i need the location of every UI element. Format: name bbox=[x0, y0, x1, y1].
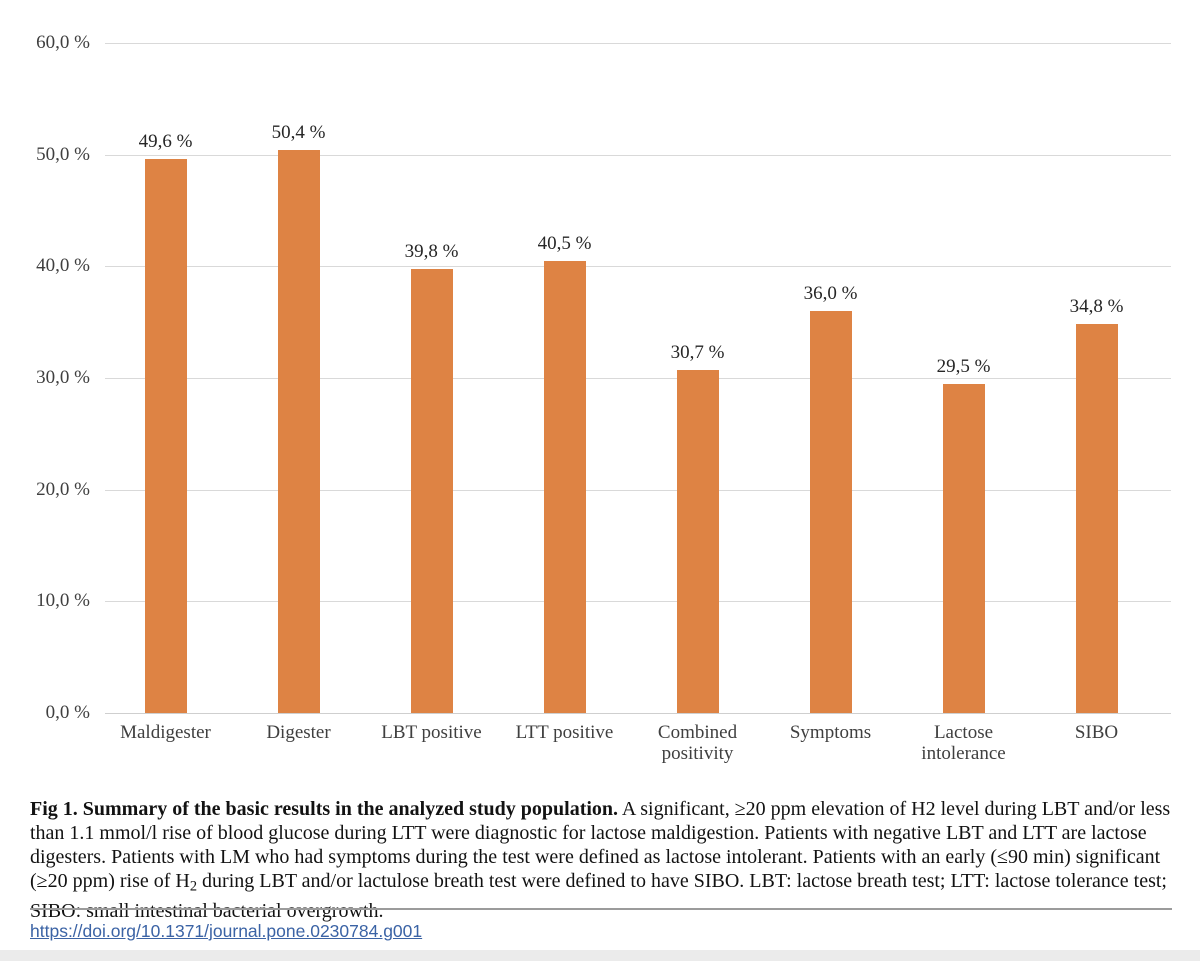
doi-link[interactable]: https://doi.org/10.1371/journal.pone.023… bbox=[30, 921, 423, 941]
y-axis-tick-label: 10,0 % bbox=[36, 590, 90, 612]
gridline bbox=[105, 154, 1171, 156]
bar-value-label: 36,0 % bbox=[803, 283, 858, 304]
y-axis-tick-label: 0,0 % bbox=[45, 702, 90, 723]
caption-divider bbox=[30, 908, 1172, 910]
x-axis-category-label: LBT positive bbox=[381, 722, 482, 743]
x-axis-category-label: Lactose intolerance bbox=[921, 722, 1006, 764]
bar-value-label: 50,4 % bbox=[271, 122, 326, 144]
y-axis-tick-label: 30,0 % bbox=[36, 367, 90, 388]
y-axis-tick-label: 20,0 % bbox=[36, 478, 90, 500]
bar bbox=[277, 150, 320, 713]
caption-body-2: during LBT and/or lactulose breath test … bbox=[30, 870, 1167, 922]
bar-value-label: 49,6 % bbox=[138, 131, 193, 153]
bar-chart: 0,0 % 10,0 % 20,0 % 30,0 % 40,0 % 50,0 % 60,0 … bbox=[36, 32, 1171, 764]
gridline bbox=[105, 713, 1171, 714]
bar bbox=[809, 311, 852, 713]
y-axis-tick-label: 60,0 % bbox=[36, 32, 90, 53]
bar bbox=[410, 268, 453, 713]
x-axis-category-label: Digester bbox=[266, 722, 331, 743]
caption-fig-label: Fig 1. Summary of the basic results in t… bbox=[30, 798, 619, 820]
x-axis-category-label: Combined positivity bbox=[657, 722, 738, 764]
figure-caption: Fig 1. Summary of the basic results in t… bbox=[30, 797, 1182, 923]
bar-value-label: 40,5 % bbox=[537, 232, 592, 254]
gridline bbox=[105, 43, 1171, 44]
bar bbox=[942, 383, 985, 713]
bar-value-label: 29,5 % bbox=[936, 355, 991, 377]
x-axis-category-label: LTT positive bbox=[515, 722, 614, 743]
x-axis-category-label: Symptoms bbox=[789, 722, 872, 743]
caption-h2-subscript: 2 bbox=[189, 878, 198, 895]
bar bbox=[1075, 324, 1118, 713]
x-axis-category-label: Maldigester bbox=[120, 722, 211, 743]
caption-body-1: A significant, ≥20 ppm elevation of H2 l… bbox=[30, 798, 1171, 892]
gridline bbox=[105, 266, 1171, 268]
gridline bbox=[105, 378, 1171, 379]
bar-value-label: 39,8 % bbox=[404, 240, 459, 262]
bar-value-label: 30,7 % bbox=[670, 342, 725, 364]
y-axis-tick-label: 40,0 % bbox=[36, 255, 90, 277]
bottom-edge-strip bbox=[0, 950, 1200, 961]
bar bbox=[144, 159, 187, 713]
gridline bbox=[105, 489, 1171, 491]
bar-value-label: 34,8 % bbox=[1069, 296, 1124, 318]
x-axis-category-label: SIBO bbox=[1074, 722, 1119, 743]
bar bbox=[543, 260, 586, 713]
gridline bbox=[105, 601, 1171, 603]
bar bbox=[676, 370, 719, 713]
y-axis-tick-label: 50,0 % bbox=[36, 143, 90, 165]
